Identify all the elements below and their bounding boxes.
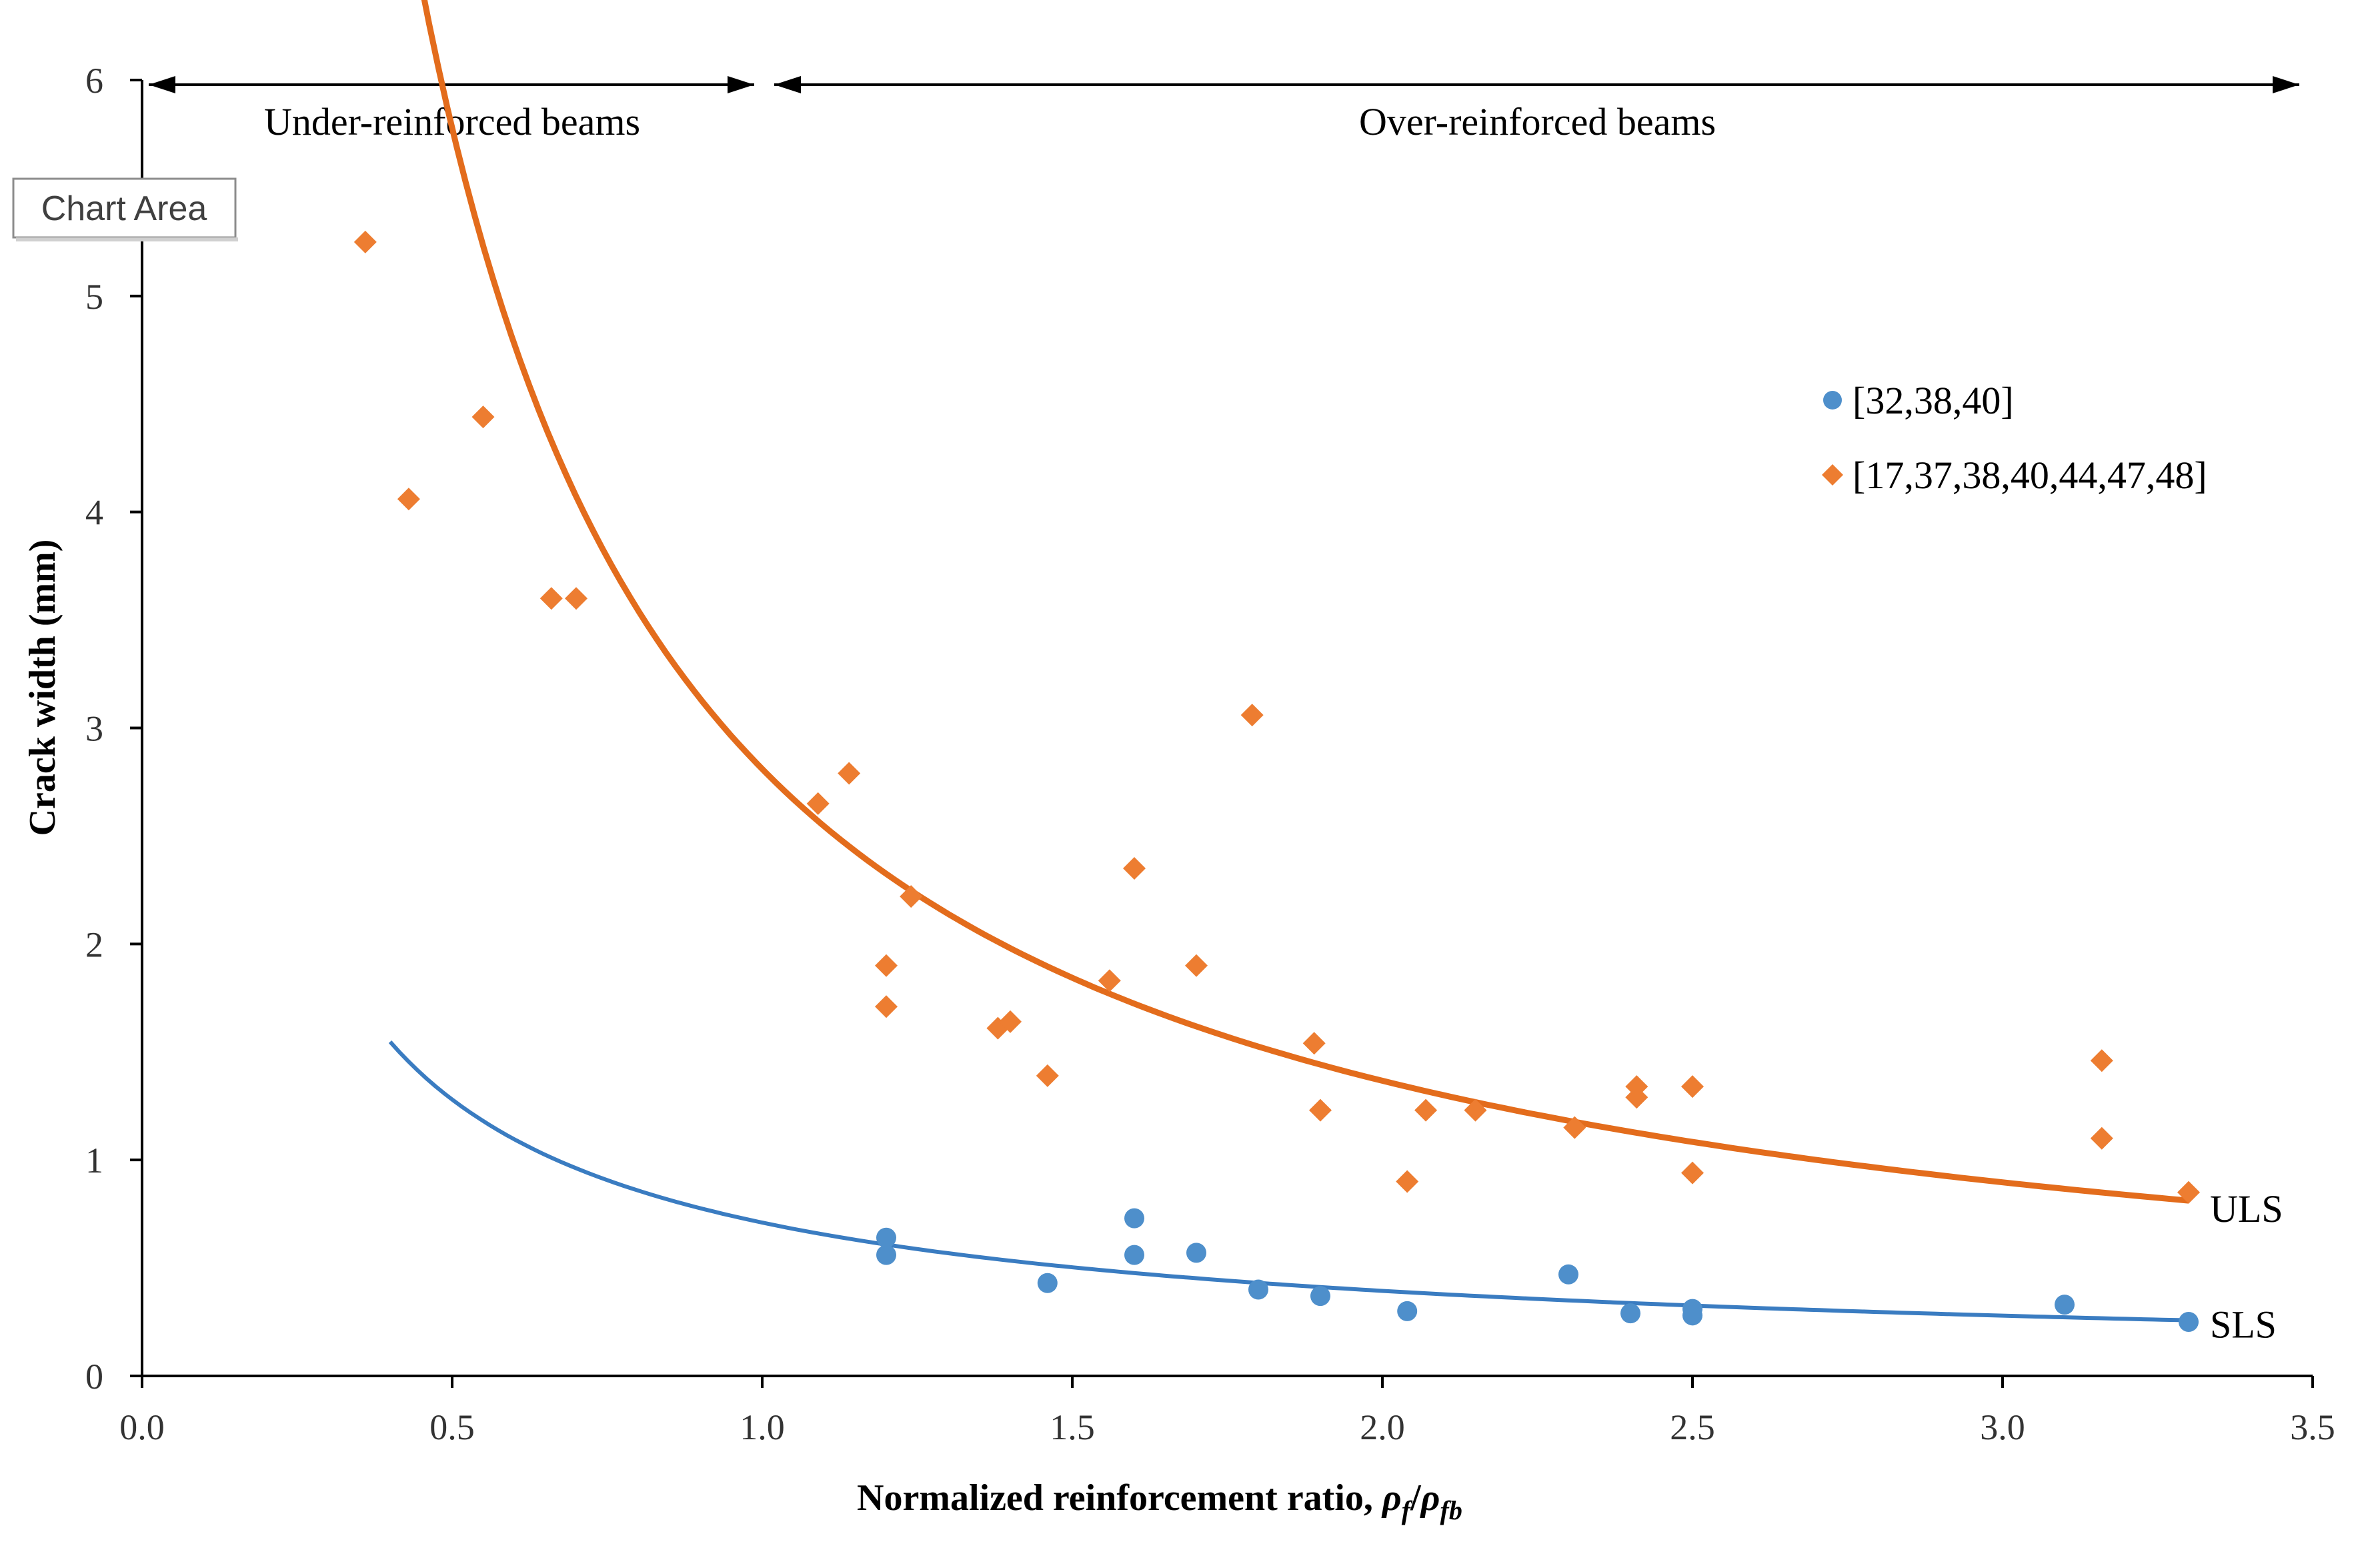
x-tick-label: 3.0 xyxy=(1980,1407,2025,1447)
data-point-sls xyxy=(1124,1245,1144,1265)
data-point-uls xyxy=(1302,1032,1326,1055)
x-tick-label: 0.5 xyxy=(429,1407,475,1447)
data-point-uls xyxy=(806,792,830,815)
trendlines: ULS SLS xyxy=(388,0,2283,1347)
data-point-uls xyxy=(1563,1116,1586,1139)
data-point-uls xyxy=(900,885,923,908)
data-point-uls xyxy=(1309,1098,1332,1122)
data-point-sls xyxy=(1397,1301,1418,1321)
trendline-label-sls: SLS xyxy=(2210,1303,2277,1347)
data-point-uls xyxy=(1036,1064,1059,1087)
data-point-uls xyxy=(1396,1170,1419,1193)
y-tick-label: 3 xyxy=(85,709,103,749)
x-tick-label: 3.5 xyxy=(2290,1407,2335,1447)
data-point-uls xyxy=(1240,704,1264,727)
y-tick-label: 4 xyxy=(85,493,103,533)
legend-label: [17,37,38,40,44,47,48] xyxy=(1853,454,2207,497)
legend-marker xyxy=(1822,464,1843,486)
data-point-sls xyxy=(876,1245,896,1265)
data-point-uls xyxy=(1625,1086,1648,1109)
data-point-sls xyxy=(1682,1305,1702,1326)
data-point-uls xyxy=(471,406,495,429)
data-point-sls xyxy=(2179,1312,2199,1333)
axis-ticks: 0.0 0.5 1.0 1.5 2.0 2.5 3.0 3.5 0 1 2 3 4 5 6 xyxy=(85,61,2335,1447)
region-label: Over-reinforced beams xyxy=(1359,100,1716,143)
x-tick-label: 1.0 xyxy=(740,1407,785,1447)
trendline-sls xyxy=(388,1040,2189,1323)
x-tick-label: 1.5 xyxy=(1050,1407,1095,1447)
legend: [32,38,40] [17,37,38,40,44,47,48] xyxy=(1822,379,2207,497)
data-point-uls xyxy=(1464,1098,1487,1122)
y-tick-label: 1 xyxy=(85,1140,103,1181)
data-point-sls xyxy=(1037,1273,1058,1293)
data-point-uls xyxy=(1681,1075,1704,1098)
trendline-label-uls: ULS xyxy=(2210,1187,2283,1231)
x-tick-label: 2.0 xyxy=(1360,1407,1405,1447)
y-tick-label: 0 xyxy=(85,1357,103,1397)
data-point-uls xyxy=(2090,1049,2113,1072)
y-tick-label: 6 xyxy=(85,61,103,101)
data-point-uls xyxy=(838,762,861,785)
data-point-sls xyxy=(2055,1295,2075,1315)
data-point-uls xyxy=(353,230,377,253)
y-tick-label: 5 xyxy=(85,277,103,317)
data-point-sls xyxy=(1310,1286,1330,1307)
data-point-sls xyxy=(1124,1208,1144,1229)
data-point-uls xyxy=(1098,969,1121,992)
data-point-sls xyxy=(1620,1303,1640,1324)
data-point-uls xyxy=(1681,1161,1704,1185)
data-point-uls xyxy=(1185,954,1208,977)
data-point-sls xyxy=(876,1227,896,1248)
data-point-uls xyxy=(999,1010,1022,1033)
data-points xyxy=(353,230,2200,1333)
data-point-uls xyxy=(2177,1181,2200,1204)
data-point-uls xyxy=(875,954,898,977)
data-point-uls xyxy=(539,587,563,610)
y-axis-label: Crack width (mm) xyxy=(22,540,63,836)
data-point-sls xyxy=(1248,1279,1268,1300)
data-point-uls xyxy=(875,995,898,1018)
legend-label: [32,38,40] xyxy=(1853,379,2014,422)
x-tick-label: 0.0 xyxy=(119,1407,165,1447)
x-axis-label: Normalized reinforcement ratio, ρf/ρfb xyxy=(857,1477,1462,1525)
chart-area-tooltip: Chart Area xyxy=(12,177,238,241)
chart-area-tooltip-label: Chart Area xyxy=(41,189,207,228)
trendline-uls xyxy=(421,0,2189,1204)
data-point-sls xyxy=(1558,1264,1578,1285)
data-point-uls xyxy=(565,587,587,610)
x-tick-label: 2.5 xyxy=(1670,1407,1715,1447)
data-point-uls xyxy=(1414,1098,1438,1122)
data-point-uls xyxy=(2090,1126,2113,1150)
data-point-uls xyxy=(1123,856,1146,880)
y-tick-label: 2 xyxy=(85,924,103,964)
data-point-sls xyxy=(1186,1243,1206,1263)
legend-marker xyxy=(1823,391,1842,410)
data-point-uls xyxy=(397,488,420,511)
